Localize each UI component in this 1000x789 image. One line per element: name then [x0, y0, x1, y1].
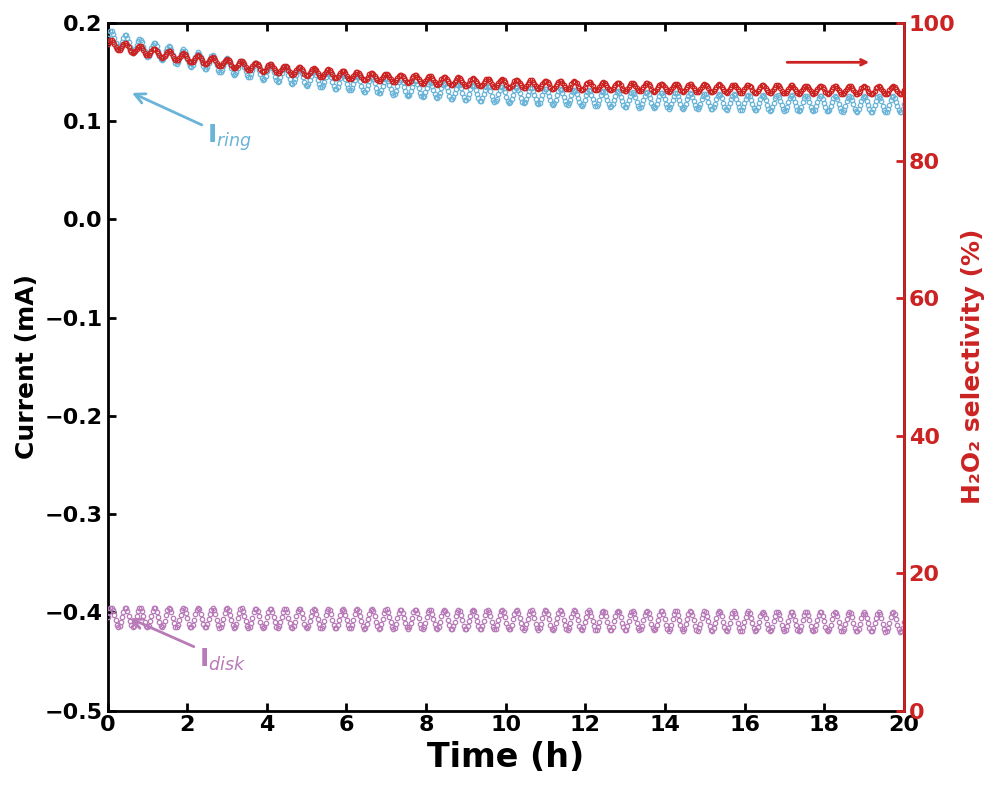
X-axis label: Time (h): Time (h) [427, 741, 584, 774]
Y-axis label: Current (mA): Current (mA) [15, 275, 39, 459]
Text: I$_{ring}$: I$_{ring}$ [135, 94, 252, 153]
Text: I$_{disk}$: I$_{disk}$ [133, 619, 246, 672]
Y-axis label: H₂O₂ selectivity (%): H₂O₂ selectivity (%) [961, 229, 985, 504]
